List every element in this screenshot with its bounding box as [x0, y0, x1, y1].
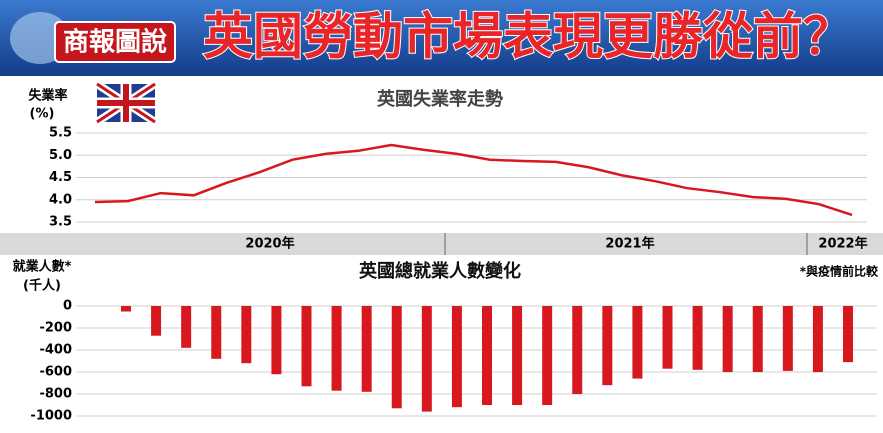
year-label: 2022年: [818, 236, 867, 252]
bar: [361, 306, 372, 392]
bar: [391, 306, 402, 409]
badge-bg: [54, 21, 176, 63]
note: *與疫情前比較: [800, 264, 879, 279]
chart-title: 英國總就業人數變化: [358, 260, 521, 282]
badge: 商報圖說: [63, 27, 167, 58]
bar: [482, 306, 492, 405]
bar: [752, 306, 763, 372]
bar: [121, 306, 131, 312]
bar: [451, 306, 462, 408]
y-tick-label: -1000: [30, 409, 72, 424]
bar: [662, 306, 673, 369]
time-band: [0, 233, 883, 255]
bar: [572, 306, 583, 394]
y-tick-label: 0: [63, 299, 72, 314]
line: [94, 143, 853, 217]
uk-flag: [94, 80, 158, 126]
bar: [331, 306, 342, 391]
year-label: 2020年: [245, 236, 294, 252]
y-tick-label: -400: [39, 343, 72, 358]
y-tick-label: 5.5: [49, 126, 72, 141]
y-tick-label: -600: [39, 365, 72, 380]
bar: [602, 306, 613, 386]
bar: [181, 306, 192, 348]
bar: [692, 306, 703, 370]
y-tick-label: 5.0: [49, 148, 72, 163]
bar: [301, 306, 312, 387]
bar: [421, 306, 432, 412]
year-label: 2021年: [605, 236, 654, 252]
header-rule: [0, 72, 883, 76]
y-tick-label: 3.5: [49, 215, 72, 230]
chart-title: 英國失業率走勢: [376, 88, 503, 110]
bar: [632, 306, 643, 379]
y-tick-label: 4.5: [49, 170, 72, 185]
y-tick-label: -800: [39, 387, 72, 402]
y-tick-label: 4.0: [49, 192, 72, 207]
bar: [812, 306, 823, 372]
y-axis-unit: (千人): [23, 278, 61, 294]
y-axis-label: 失業率: [28, 88, 67, 104]
bar: [542, 306, 553, 405]
bar: [211, 306, 222, 359]
bar: [843, 306, 853, 363]
header-title: 英國勞動市場表現更勝從前？: [203, 8, 853, 66]
panel-gap: [0, 255, 883, 258]
bar: [512, 306, 523, 405]
y-axis-unit: (%): [30, 107, 55, 122]
bar: [722, 306, 733, 372]
y-tick-label: -200: [39, 321, 72, 336]
bar: [782, 306, 793, 371]
bar: [151, 306, 162, 336]
bar: [271, 306, 282, 375]
y-axis-label: 就業人數*: [13, 259, 72, 275]
bar: [241, 306, 252, 364]
